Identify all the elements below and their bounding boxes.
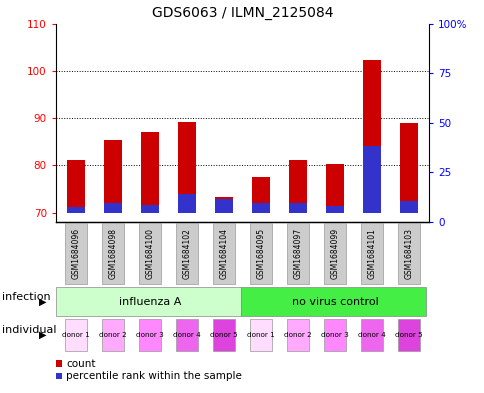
Text: donor 2: donor 2 bbox=[284, 332, 311, 338]
Bar bbox=[287, 319, 308, 351]
Bar bbox=[104, 203, 122, 213]
Bar bbox=[287, 223, 308, 284]
Text: GSM1684100: GSM1684100 bbox=[145, 228, 154, 279]
Bar bbox=[67, 160, 85, 213]
Text: GSM1684096: GSM1684096 bbox=[72, 228, 80, 279]
Bar bbox=[240, 287, 424, 316]
Text: infection: infection bbox=[2, 292, 51, 302]
Bar bbox=[288, 203, 306, 213]
Bar bbox=[139, 319, 161, 351]
Bar bbox=[65, 223, 87, 284]
Text: influenza A: influenza A bbox=[119, 297, 181, 307]
Bar bbox=[178, 122, 196, 213]
Bar bbox=[213, 223, 234, 284]
Text: donor 2: donor 2 bbox=[99, 332, 127, 338]
Bar bbox=[140, 205, 159, 213]
Text: GSM1684098: GSM1684098 bbox=[108, 228, 117, 279]
Bar bbox=[397, 319, 419, 351]
Bar bbox=[362, 60, 380, 213]
Text: ▶: ▶ bbox=[39, 297, 46, 307]
Bar bbox=[399, 201, 417, 213]
Bar bbox=[251, 177, 270, 213]
Bar bbox=[104, 140, 122, 213]
Bar bbox=[250, 223, 271, 284]
Text: GSM1684097: GSM1684097 bbox=[293, 228, 302, 279]
Bar bbox=[397, 223, 419, 284]
Text: count: count bbox=[66, 359, 95, 369]
Bar bbox=[288, 160, 306, 213]
Text: GSM1684095: GSM1684095 bbox=[256, 228, 265, 279]
Text: GSM1684104: GSM1684104 bbox=[219, 228, 228, 279]
Text: donor 3: donor 3 bbox=[320, 332, 348, 338]
Bar bbox=[140, 132, 159, 213]
Bar bbox=[139, 223, 161, 284]
Bar bbox=[176, 223, 197, 284]
Text: donor 1: donor 1 bbox=[62, 332, 90, 338]
Bar bbox=[102, 223, 123, 284]
Bar bbox=[251, 203, 270, 213]
Text: donor 3: donor 3 bbox=[136, 332, 164, 338]
Text: individual: individual bbox=[2, 325, 57, 335]
Bar bbox=[176, 319, 197, 351]
Text: ▶: ▶ bbox=[39, 330, 46, 340]
Text: donor 4: donor 4 bbox=[173, 332, 200, 338]
Bar bbox=[325, 164, 344, 213]
Bar bbox=[213, 319, 234, 351]
Text: percentile rank within the sample: percentile rank within the sample bbox=[66, 371, 242, 382]
Text: GSM1684101: GSM1684101 bbox=[367, 228, 376, 279]
Bar bbox=[65, 319, 87, 351]
Bar bbox=[102, 319, 123, 351]
Bar bbox=[362, 147, 380, 213]
Bar bbox=[67, 207, 85, 213]
Bar bbox=[250, 319, 271, 351]
Bar bbox=[178, 194, 196, 213]
Text: GSM1684099: GSM1684099 bbox=[330, 228, 339, 279]
Bar bbox=[323, 223, 345, 284]
Bar bbox=[325, 206, 344, 213]
Bar bbox=[361, 319, 382, 351]
Bar bbox=[361, 223, 382, 284]
Bar bbox=[323, 319, 345, 351]
Bar bbox=[56, 287, 240, 316]
Bar bbox=[214, 197, 233, 213]
Text: donor 4: donor 4 bbox=[357, 332, 385, 338]
Title: GDS6063 / ILMN_2125084: GDS6063 / ILMN_2125084 bbox=[151, 6, 333, 20]
Text: GSM1684103: GSM1684103 bbox=[404, 228, 412, 279]
Text: no virus control: no virus control bbox=[291, 297, 378, 307]
Text: donor 1: donor 1 bbox=[247, 332, 274, 338]
Text: donor 5: donor 5 bbox=[394, 332, 422, 338]
Text: donor 5: donor 5 bbox=[210, 332, 237, 338]
Bar bbox=[399, 123, 417, 213]
Text: GSM1684102: GSM1684102 bbox=[182, 228, 191, 279]
Bar bbox=[214, 199, 233, 213]
